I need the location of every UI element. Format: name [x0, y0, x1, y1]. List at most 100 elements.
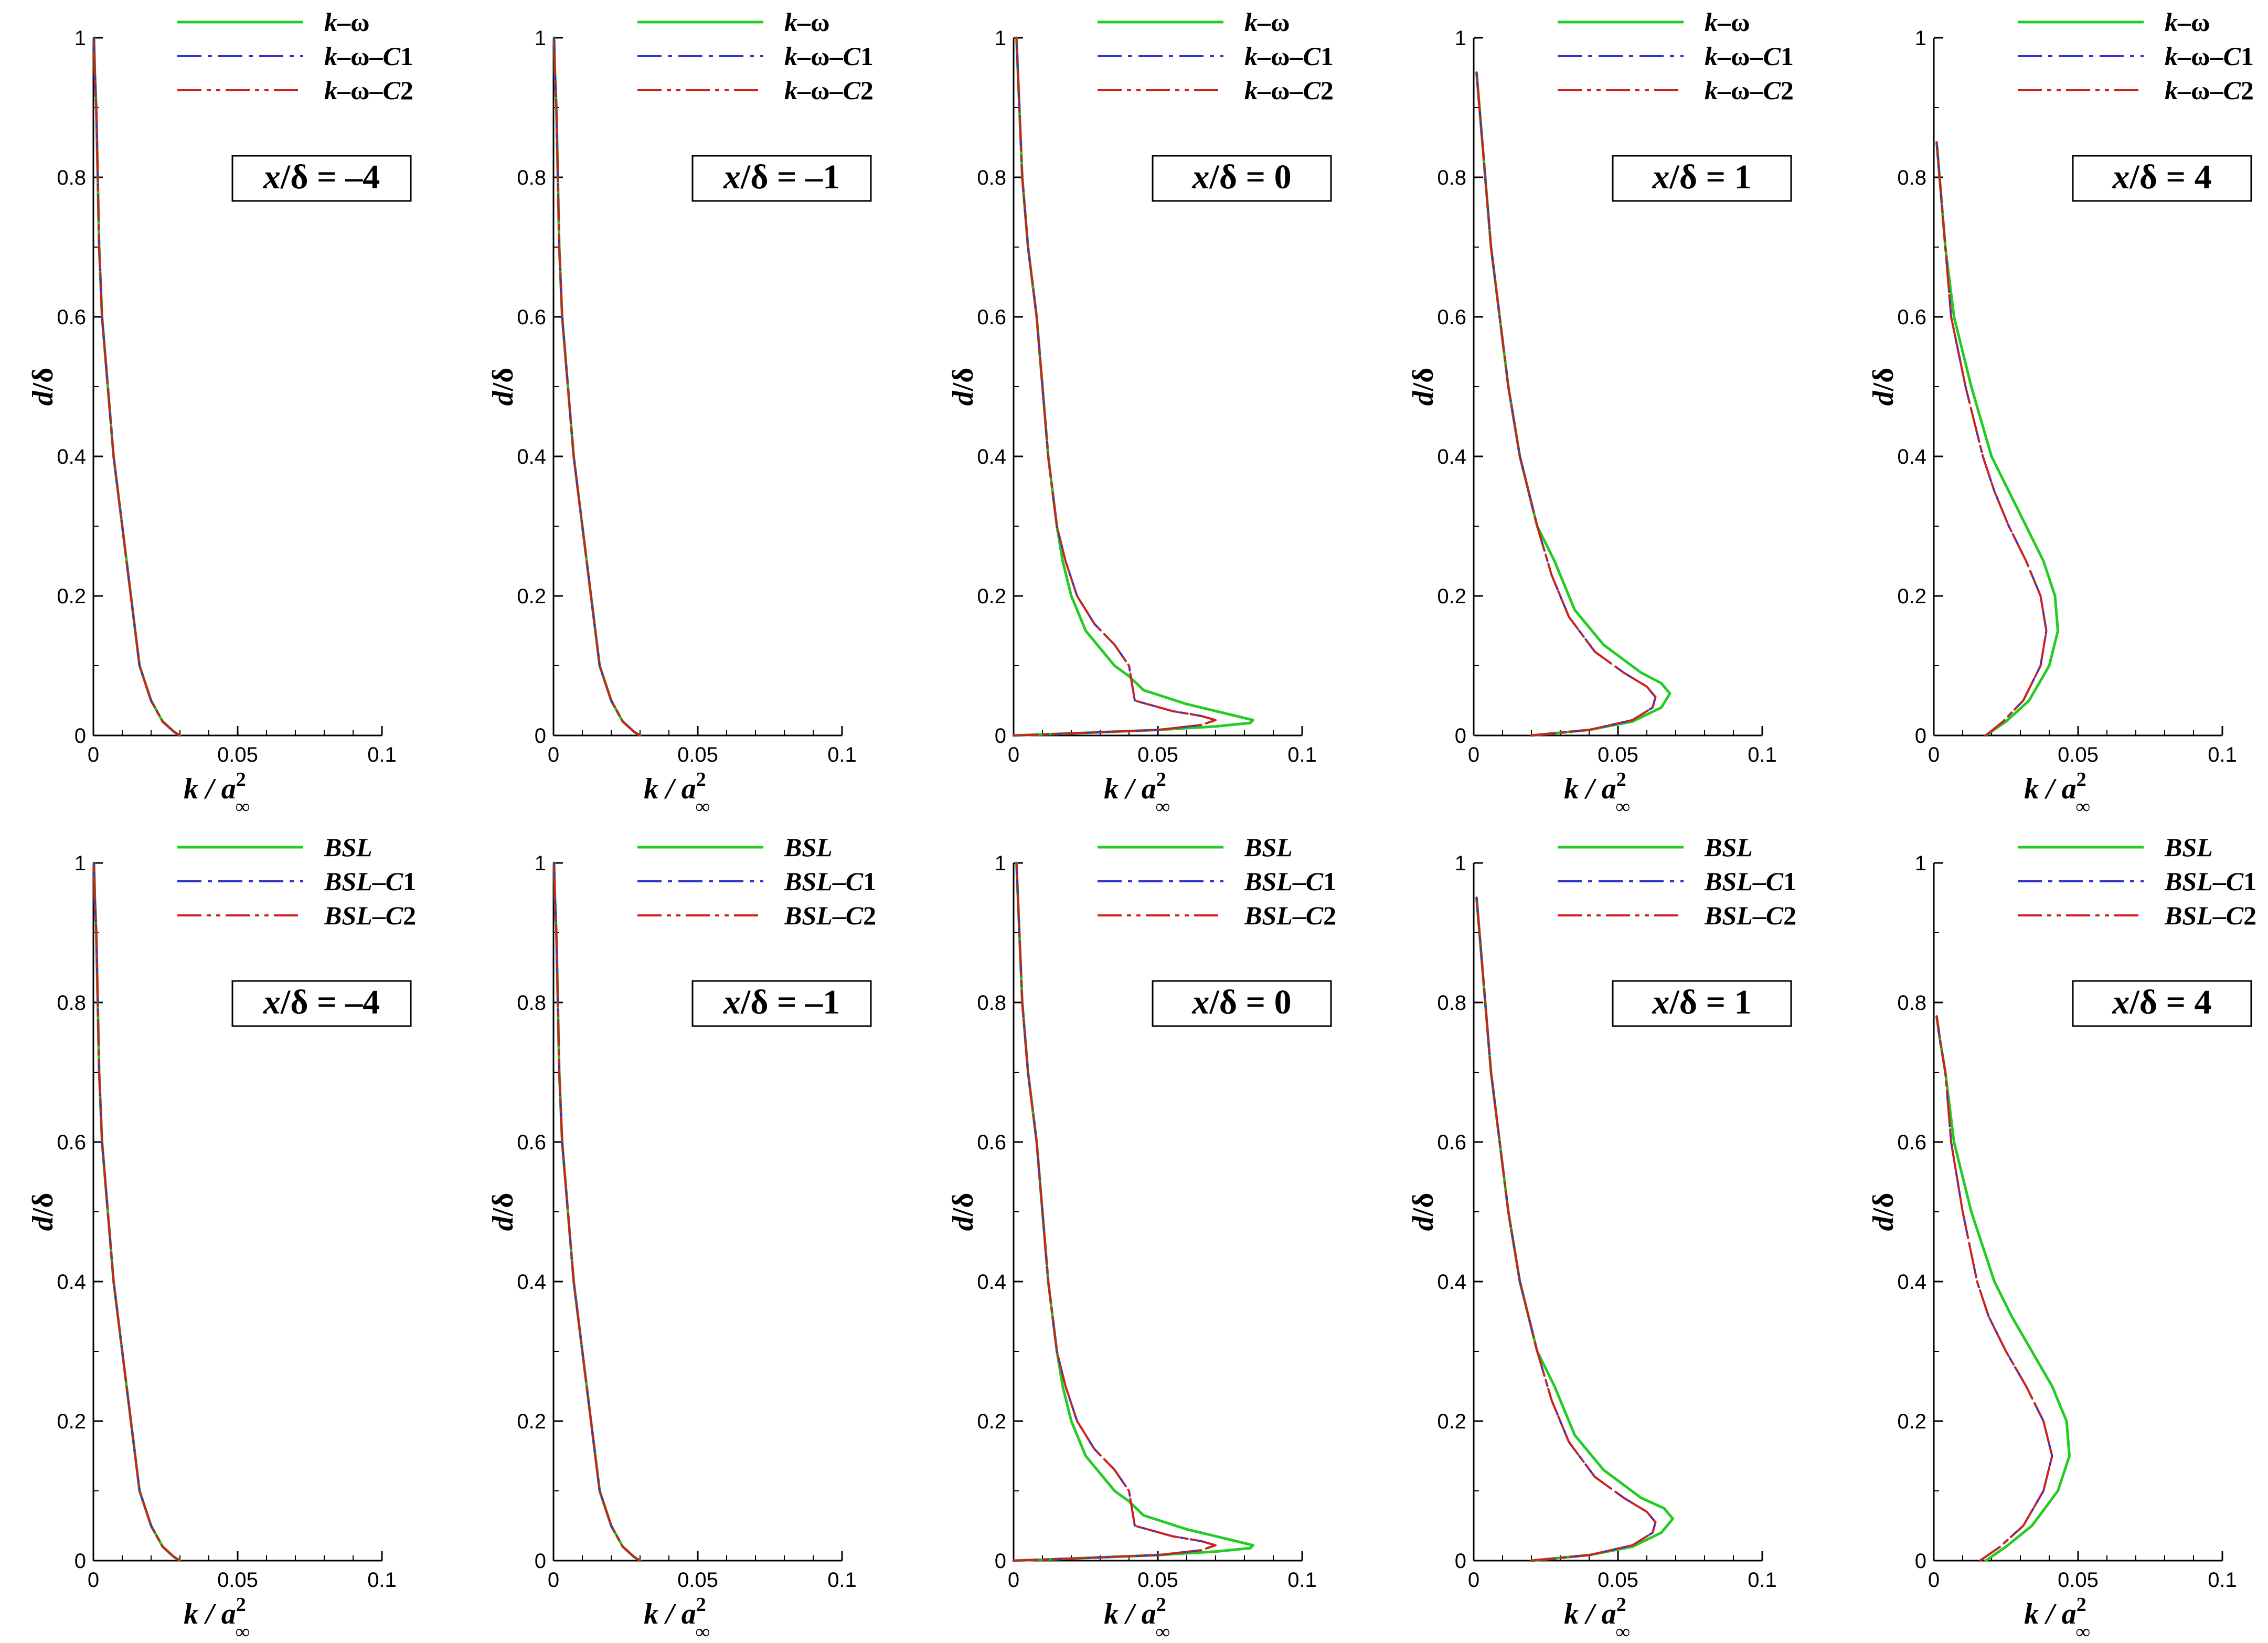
y-axis-label-text: d/δ [1867, 1193, 1900, 1231]
y-tick-label: 0.8 [1437, 166, 1466, 189]
series-line-c2 [1935, 1015, 2053, 1562]
series-line-c1 [1013, 862, 1217, 1562]
y-tick-label: 0.6 [517, 306, 546, 329]
legend: k–ω k–ω–C1 k–ω–C2 [1558, 7, 1794, 105]
y-tick-label: 0.4 [977, 445, 1006, 468]
x-tick-label: 0.05 [1598, 743, 1638, 766]
y-axis-label: d/δ [1407, 1193, 1440, 1231]
x-axis-label: k / a2 ∞ [1104, 1594, 1170, 1643]
legend: k–ω k–ω–C1 k–ω–C2 [637, 7, 874, 105]
x-tick-label: 0 [548, 743, 559, 766]
station-label: x/δ = 0 [1191, 158, 1291, 196]
x-tick-label: 0 [1468, 743, 1479, 766]
y-tick-label: 0.4 [57, 1271, 86, 1294]
legend-label-c1: k–ω–C1 [2165, 41, 2254, 71]
subplot-r2-c2: 0 0.2 0.4 0.6 0.8 1 0 0.05 0.1 d/δ k / a2 ∞ BSL BSL–C… [487, 833, 876, 1643]
series-line-base [1012, 36, 1254, 737]
legend-label-c2: BSL–C2 [2164, 901, 2256, 930]
y-tick-label: 0 [74, 1550, 86, 1573]
station-box [2072, 980, 2252, 1027]
station-label: x/δ = –4 [263, 158, 380, 196]
x-tick-label: 0 [1928, 1569, 1940, 1592]
legend-label-base: k–ω [1244, 7, 1290, 37]
y-tick-label: 0.8 [1437, 991, 1466, 1015]
y-tick-label: 0.4 [1437, 1271, 1466, 1294]
x-tick-label: 0 [1008, 1569, 1019, 1592]
y-axis-label: d/δ [487, 368, 519, 406]
y-axis-label-text: d/δ [487, 368, 519, 406]
y-tick-label: 0.4 [1897, 445, 1926, 468]
series-line-c2 [1013, 37, 1217, 737]
x-tick-label: 0.05 [217, 1569, 258, 1592]
legend: BSL BSL–C1 BSL–C2 [177, 833, 416, 930]
legend-label-base: BSL [784, 833, 833, 862]
series-line-c2 [93, 37, 181, 737]
y-axis-label-text: d/δ [27, 368, 59, 406]
y-axis-label: d/δ [27, 368, 59, 406]
y-tick-label: 1 [1455, 852, 1466, 875]
y-tick-label: 0 [1455, 1550, 1466, 1573]
y-tick-label: 0.4 [517, 445, 546, 468]
legend-label-c2: k–ω–C2 [1705, 76, 1794, 105]
y-tick-label: 1 [535, 27, 546, 50]
y-tick-label: 0.4 [517, 1271, 546, 1294]
x-axis-label: k / a2 ∞ [184, 1594, 250, 1643]
y-tick-label: 0.8 [57, 991, 86, 1015]
x-tick-label: 0 [1468, 1569, 1479, 1592]
y-axis-label-text: d/δ [27, 1193, 59, 1231]
legend: BSL BSL–C1 BSL–C2 [1558, 833, 1796, 930]
x-tick-label: 0.05 [677, 743, 718, 766]
series-line-c1 [1935, 1015, 2053, 1562]
y-tick-label: 0 [995, 724, 1006, 748]
legend-label-c1: BSL–C1 [2164, 867, 2256, 896]
x-axis-label: k / a2 ∞ [1564, 769, 1630, 818]
legend: k–ω k–ω–C1 k–ω–C2 [177, 7, 413, 105]
y-tick-label: 0.6 [517, 1131, 546, 1154]
x-tick-label: 0.05 [217, 743, 258, 766]
y-tick-label: 0.4 [57, 445, 86, 468]
y-axis-label: d/δ [487, 1193, 519, 1231]
legend-label-base: BSL [1704, 833, 1753, 862]
y-tick-label: 0 [74, 724, 86, 748]
y-axis-label-text: d/δ [1867, 368, 1900, 406]
station-label: x/δ = 1 [1652, 983, 1751, 1021]
y-axis-label: d/δ [1407, 368, 1440, 406]
y-tick-label: 1 [1455, 27, 1466, 50]
series-line-base [1935, 141, 2059, 737]
legend-label-base: BSL [1244, 833, 1293, 862]
y-tick-label: 1 [1915, 27, 1926, 50]
y-axis-label: d/δ [1867, 368, 1900, 406]
series-line-c2 [553, 862, 641, 1562]
y-tick-label: 0.2 [1437, 585, 1466, 608]
legend-label-c1: BSL–C1 [784, 867, 876, 896]
legend: BSL BSL–C1 BSL–C2 [1098, 833, 1336, 930]
y-axis-label: d/δ [947, 368, 979, 406]
series-line-c2 [1935, 141, 2048, 737]
y-tick-label: 1 [74, 852, 86, 875]
y-tick-label: 0 [535, 1550, 546, 1573]
x-tick-label: 0.1 [2208, 1569, 2237, 1592]
legend: k–ω k–ω–C1 k–ω–C2 [1098, 7, 1334, 105]
legend: BSL BSL–C1 BSL–C2 [637, 833, 876, 930]
y-axis-label: d/δ [947, 1193, 979, 1231]
station-label: x/δ = –1 [723, 983, 840, 1021]
y-tick-label: 0.8 [1897, 991, 1926, 1015]
legend-label-c1: BSL–C1 [324, 867, 416, 896]
y-tick-label: 0.6 [1897, 1131, 1926, 1154]
x-axis-label: k / a2 ∞ [1564, 1594, 1630, 1643]
x-tick-label: 0 [88, 743, 99, 766]
legend-label-base: BSL [2164, 833, 2213, 862]
station-box [231, 155, 412, 202]
y-tick-label: 1 [1915, 852, 1926, 875]
station-box [2072, 155, 2252, 202]
station-box [691, 155, 872, 202]
y-tick-label: 0.6 [1897, 306, 1926, 329]
x-tick-label: 0.05 [1137, 743, 1178, 766]
x-tick-label: 0.05 [1137, 1569, 1178, 1592]
x-axis-label: k / a2 ∞ [2024, 1594, 2090, 1643]
x-axis-label: k / a2 ∞ [1104, 769, 1170, 818]
y-tick-label: 0.8 [517, 991, 546, 1015]
legend-label-c1: BSL–C1 [1244, 867, 1336, 896]
y-tick-label: 0.6 [1437, 1131, 1466, 1154]
